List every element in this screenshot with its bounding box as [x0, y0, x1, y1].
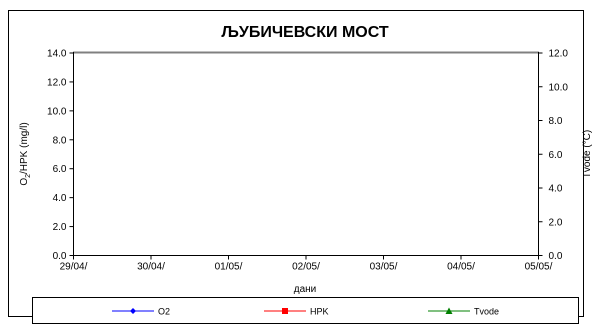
- legend-item-hpk: HPK: [264, 307, 329, 317]
- x-tick-label: 02/05/: [292, 262, 320, 273]
- legend-marker-square: [282, 308, 288, 314]
- legend-item-tvode: Tvode: [428, 307, 499, 317]
- x-tick-label: 01/05/: [215, 262, 243, 273]
- y2-tick-label: 2.0: [549, 217, 563, 228]
- y2-tick-label: 12.0: [549, 49, 569, 60]
- y-tick-label: 4.0: [53, 193, 67, 204]
- legend-item-o2: O2: [112, 307, 170, 317]
- x-tick-label: 04/05/: [447, 262, 475, 273]
- legend: O2 HPK Tvode: [112, 307, 499, 317]
- y2-tick-label: 8.0: [549, 116, 563, 127]
- y-tick-label: 8.0: [53, 135, 67, 146]
- y-axis-label-main: O: [19, 178, 30, 186]
- x-axis-ticks: 29/04/30/04/01/05/02/05/03/05/04/05/05/0…: [60, 255, 553, 273]
- y-axis-label-rest: /HPK (mg/l): [19, 122, 30, 174]
- y2-axis-ticks: 0.0 2.0 4.0 6.0 8.0 10.0 12.0: [538, 49, 569, 262]
- legend-label: O2: [158, 307, 170, 317]
- plot-area: [73, 52, 539, 256]
- y2-tick-label: 6.0: [549, 150, 563, 161]
- y2-tick-label: 10.0: [549, 82, 569, 93]
- y-tick-label: 10.0: [47, 106, 67, 117]
- y-tick-label: 12.0: [47, 77, 67, 88]
- legend-marker-diamond: [130, 308, 136, 314]
- x-axis-label: дани: [294, 284, 317, 295]
- y-tick-label: 14.0: [47, 49, 67, 60]
- x-tick-label: 30/04/: [137, 262, 165, 273]
- chart-title: ЉУБИЧЕВСКИ МОСТ: [221, 24, 389, 41]
- legend-label: Tvode: [474, 307, 499, 317]
- y-axis-label: O2/HPK (mg/l): [19, 122, 32, 185]
- y-tick-label: 0.0: [53, 251, 67, 262]
- y-axis-label-sub: 2: [25, 174, 32, 178]
- y-tick-label: 2.0: [53, 222, 67, 233]
- y-tick-label: 6.0: [53, 164, 67, 175]
- y2-axis-label: Tvode (°C): [582, 130, 593, 178]
- y2-tick-label: 0.0: [549, 251, 563, 262]
- legend-marker-triangle: [445, 307, 453, 314]
- x-tick-label: 03/05/: [370, 262, 398, 273]
- x-tick-label: 29/04/: [60, 262, 88, 273]
- y2-tick-label: 4.0: [549, 184, 563, 195]
- legend-label: HPK: [310, 307, 329, 317]
- y-axis-ticks: 0.0 2.0 4.0 6.0 8.0 10.0 12.0 14.0: [47, 49, 74, 262]
- x-tick-label: 05/05/: [525, 262, 553, 273]
